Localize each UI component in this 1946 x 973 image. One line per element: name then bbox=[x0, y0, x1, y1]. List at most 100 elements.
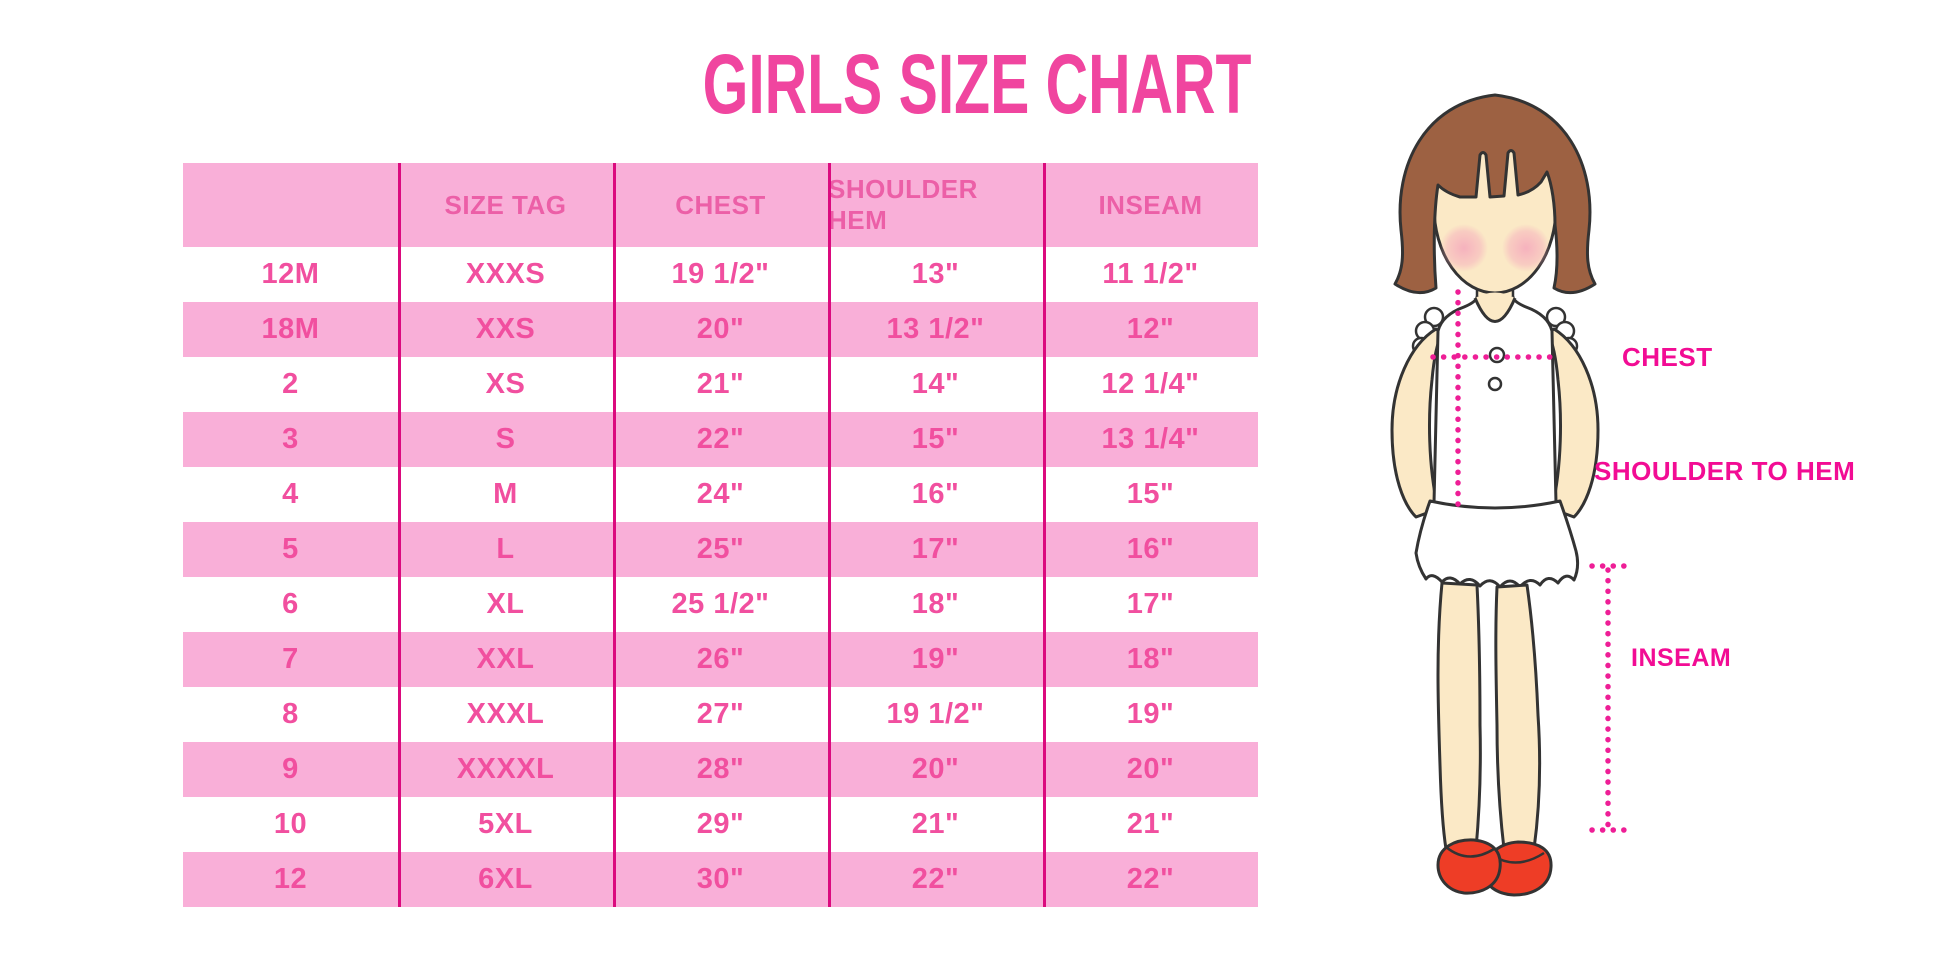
hair bbox=[1393, 93, 1597, 295]
table-cell: XXXL bbox=[466, 698, 545, 730]
table-row: 10 5XL 29" 21" 21" bbox=[183, 797, 1258, 852]
table-body: 12M XXXS 19 1/2" 13" 11 1/2" 18M XXS 20" 13 1/2"… bbox=[183, 247, 1258, 907]
red-shoes bbox=[1436, 838, 1553, 897]
chest-label: CHEST bbox=[1622, 342, 1713, 372]
table-cell: 22" bbox=[696, 423, 745, 455]
size-chart-table: SIZE TAG CHEST SHOULDER HEM INSEAM 12M XXXS 1… bbox=[183, 163, 1258, 907]
ruffle-skirt bbox=[1414, 499, 1580, 589]
table-cell: S bbox=[495, 423, 516, 455]
table-cell: 19" bbox=[911, 643, 960, 675]
table-cell: 5 bbox=[282, 533, 299, 565]
table-cell: 18" bbox=[1126, 643, 1175, 675]
table-cell: 19 1/2" bbox=[886, 698, 985, 730]
table-cell: M bbox=[493, 478, 518, 510]
table-cell: 15" bbox=[911, 423, 960, 455]
column-divider bbox=[828, 163, 831, 907]
table-cell: 25" bbox=[696, 533, 745, 565]
table-cell: 12 1/4" bbox=[1101, 368, 1200, 400]
table-cell: 14" bbox=[911, 368, 960, 400]
table-cell: 21" bbox=[696, 368, 745, 400]
table-cell: 9 bbox=[282, 753, 299, 785]
girl-figure-svg bbox=[1390, 93, 1627, 897]
column-header: SHOULDER HEM bbox=[828, 174, 978, 235]
table-cell: 25 1/2" bbox=[671, 588, 770, 620]
table-cell: 13" bbox=[911, 258, 960, 290]
table-row: 8 XXXL 27" 19 1/2" 19" bbox=[183, 687, 1258, 742]
table-cell: 12 bbox=[273, 863, 308, 895]
table-row: 4 M 24" 16" 15" bbox=[183, 467, 1258, 522]
blush-right bbox=[1502, 224, 1550, 272]
column-header bbox=[183, 163, 398, 247]
table-cell: XXXXL bbox=[456, 753, 555, 785]
table-cell: 16" bbox=[1126, 533, 1175, 565]
table-cell: 4 bbox=[282, 478, 299, 510]
table-cell: 13 1/4" bbox=[1101, 423, 1200, 455]
table-cell: 24" bbox=[696, 478, 745, 510]
table-cell: 2 bbox=[282, 368, 299, 400]
column-header: CHEST bbox=[675, 189, 766, 220]
table-cell: 21" bbox=[1126, 808, 1175, 840]
inseam-label: INSEAM bbox=[1631, 644, 1732, 672]
table-cell: 17" bbox=[911, 533, 960, 565]
table-cell: XS bbox=[485, 368, 526, 400]
table-cell: 6XL bbox=[478, 863, 533, 895]
table-cell: 6 bbox=[282, 588, 299, 620]
column-divider bbox=[398, 163, 401, 907]
table-cell: 11 1/2" bbox=[1102, 258, 1199, 290]
top-bodice bbox=[1432, 295, 1558, 511]
table-cell: XXXS bbox=[465, 258, 546, 290]
table-cell: 7 bbox=[282, 643, 299, 675]
table-row: 12 6XL 30" 22" 22" bbox=[183, 852, 1258, 907]
table-cell: 20" bbox=[696, 313, 745, 345]
page-title: GIRLS SIZE CHART bbox=[702, 37, 1252, 131]
table-cell: 8 bbox=[282, 698, 299, 730]
table-row: 12M XXXS 19 1/2" 13" 11 1/2" bbox=[183, 247, 1258, 302]
table-cell: 30" bbox=[696, 863, 745, 895]
measurement-dotted-lines bbox=[1430, 289, 1627, 833]
table-row: 5 L 25" 17" 16" bbox=[183, 522, 1258, 577]
column-divider bbox=[1043, 163, 1046, 907]
table-cell: 17" bbox=[1126, 588, 1175, 620]
table-cell: 18M bbox=[261, 313, 320, 345]
table-cell: XXS bbox=[475, 313, 536, 345]
table-cell: XL bbox=[486, 588, 525, 620]
table-cell: 12" bbox=[1126, 313, 1175, 345]
table-cell: 27" bbox=[696, 698, 745, 730]
table-cell: 20" bbox=[1126, 753, 1175, 785]
table-cell: 26" bbox=[696, 643, 745, 675]
table-header-row: SIZE TAG CHEST SHOULDER HEM INSEAM bbox=[183, 163, 1258, 247]
left-leg bbox=[1436, 581, 1482, 851]
table-cell: 19" bbox=[1126, 698, 1175, 730]
table-cell: 3 bbox=[282, 423, 299, 455]
blush-left bbox=[1440, 224, 1488, 272]
girl-figure-illustration bbox=[1380, 85, 1700, 915]
table-row: 2 XS 21" 14" 12 1/4" bbox=[183, 357, 1258, 412]
table-cell: XXL bbox=[476, 643, 535, 675]
column-header: INSEAM bbox=[1098, 189, 1203, 220]
column-divider bbox=[613, 163, 616, 907]
table-cell: 22" bbox=[1126, 863, 1175, 895]
table-cell: 5XL bbox=[478, 808, 533, 840]
table-cell: L bbox=[496, 533, 515, 565]
table-cell: 21" bbox=[911, 808, 960, 840]
shoulder-to-hem-label: SHOULDER TO HEM bbox=[1594, 456, 1856, 486]
table-cell: 15" bbox=[1126, 478, 1175, 510]
table-cell: 13 1/2" bbox=[886, 313, 985, 345]
table-cell: 28" bbox=[696, 753, 745, 785]
right-leg bbox=[1494, 583, 1542, 851]
table-cell: 10 bbox=[273, 808, 308, 840]
table-cell: 29" bbox=[696, 808, 745, 840]
table-cell: 20" bbox=[911, 753, 960, 785]
table-cell: 18" bbox=[911, 588, 960, 620]
table-row: 6 XL 25 1/2" 18" 17" bbox=[183, 577, 1258, 632]
table-row: 18M XXS 20" 13 1/2" 12" bbox=[183, 302, 1258, 357]
table-cell: 22" bbox=[911, 863, 960, 895]
button-bottom bbox=[1487, 376, 1503, 392]
table-cell: 12M bbox=[261, 258, 320, 290]
table-cell: 16" bbox=[911, 478, 960, 510]
table-row: 7 XXL 26" 19" 18" bbox=[183, 632, 1258, 687]
column-header: SIZE TAG bbox=[444, 189, 567, 220]
table-row: 3 S 22" 15" 13 1/4" bbox=[183, 412, 1258, 467]
table-cell: 19 1/2" bbox=[671, 258, 770, 290]
